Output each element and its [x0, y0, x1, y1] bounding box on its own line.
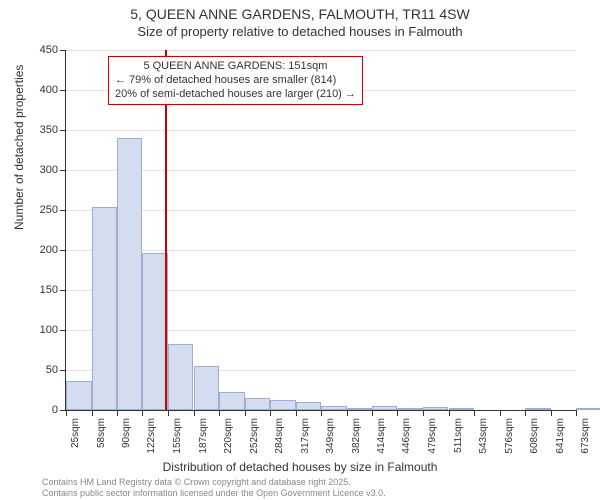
- grid-line: [66, 50, 576, 51]
- x-tick: [321, 410, 322, 416]
- histogram-bar: [117, 138, 142, 410]
- y-tick: [60, 90, 66, 91]
- y-tick: [60, 130, 66, 131]
- histogram-bar: [66, 381, 92, 410]
- x-tick-label: 511sqm: [453, 418, 464, 453]
- histogram-bar: [525, 408, 551, 410]
- y-tick: [60, 250, 66, 251]
- x-tick: [168, 410, 169, 416]
- x-tick-label: 317sqm: [300, 418, 311, 454]
- x-tick-label: 58sqm: [96, 418, 107, 448]
- x-tick-label: 122sqm: [146, 418, 157, 454]
- x-tick: [117, 410, 118, 416]
- y-tick-label: 300: [40, 164, 58, 176]
- y-tick-label: 400: [40, 84, 58, 96]
- y-tick: [60, 290, 66, 291]
- y-tick-label: 0: [52, 404, 58, 416]
- x-tick-label: 382sqm: [351, 418, 362, 454]
- x-tick-label: 252sqm: [249, 418, 260, 454]
- grid-line: [66, 210, 576, 211]
- x-tick: [66, 410, 67, 416]
- x-tick: [576, 410, 577, 416]
- footer-line-1: Contains HM Land Registry data © Crown c…: [42, 477, 386, 487]
- histogram-plot: 05010015020025030035040045025sqm58sqm90s…: [65, 50, 576, 411]
- x-tick-label: 25sqm: [70, 418, 81, 448]
- x-axis-label: Distribution of detached houses by size …: [0, 460, 600, 474]
- x-tick: [423, 410, 424, 416]
- x-tick-label: 446sqm: [401, 418, 412, 454]
- page-subtitle: Size of property relative to detached ho…: [0, 24, 600, 39]
- y-tick-label: 450: [40, 44, 58, 56]
- x-tick: [92, 410, 93, 416]
- histogram-bar: [423, 407, 448, 410]
- y-tick-label: 200: [40, 244, 58, 256]
- histogram-bar: [372, 406, 397, 410]
- grid-line: [66, 170, 576, 171]
- histogram-bar: [296, 402, 321, 410]
- x-tick: [397, 410, 398, 416]
- grid-line: [66, 130, 576, 131]
- annotation-line: ← 79% of detached houses are smaller (81…: [115, 74, 356, 88]
- histogram-bar: [92, 207, 117, 410]
- attribution-footer: Contains HM Land Registry data © Crown c…: [42, 477, 386, 498]
- y-tick-label: 250: [40, 204, 58, 216]
- histogram-bar: [219, 392, 244, 410]
- x-tick: [219, 410, 220, 416]
- x-tick: [372, 410, 373, 416]
- x-tick-label: 155sqm: [172, 418, 183, 454]
- y-tick: [60, 330, 66, 331]
- y-tick: [60, 370, 66, 371]
- x-tick-label: 641sqm: [555, 418, 566, 454]
- histogram-bar: [397, 408, 423, 410]
- x-tick: [449, 410, 450, 416]
- histogram-bar: [576, 408, 600, 410]
- x-tick-label: 90sqm: [121, 418, 132, 448]
- x-tick-label: 608sqm: [529, 418, 540, 454]
- grid-line: [66, 250, 576, 251]
- x-tick: [500, 410, 501, 416]
- x-tick-label: 414sqm: [376, 418, 387, 454]
- histogram-bar: [194, 366, 220, 410]
- x-tick: [245, 410, 246, 416]
- x-tick-label: 543sqm: [478, 418, 489, 454]
- histogram-bar: [245, 398, 270, 410]
- y-tick: [60, 50, 66, 51]
- histogram-bar: [449, 408, 474, 410]
- x-tick-label: 284sqm: [274, 418, 285, 454]
- histogram-bar: [168, 344, 193, 410]
- y-tick-label: 350: [40, 124, 58, 136]
- histogram-bar: [270, 400, 296, 410]
- x-tick-label: 673sqm: [580, 418, 591, 454]
- x-tick: [194, 410, 195, 416]
- y-tick-label: 150: [40, 284, 58, 296]
- histogram-bar: [321, 406, 347, 410]
- y-tick-label: 100: [40, 324, 58, 336]
- y-tick: [60, 170, 66, 171]
- x-tick: [525, 410, 526, 416]
- annotation-box: 5 QUEEN ANNE GARDENS: 151sqm← 79% of det…: [108, 56, 363, 105]
- x-tick-label: 576sqm: [504, 418, 515, 454]
- x-tick-label: 349sqm: [325, 418, 336, 454]
- y-axis-label: Number of detached properties: [12, 65, 26, 230]
- x-tick: [474, 410, 475, 416]
- footer-line-2: Contains public sector information licen…: [42, 488, 386, 498]
- x-tick: [296, 410, 297, 416]
- y-tick: [60, 210, 66, 211]
- x-tick: [270, 410, 271, 416]
- x-tick-label: 187sqm: [198, 418, 209, 454]
- x-tick: [142, 410, 143, 416]
- annotation-line: 5 QUEEN ANNE GARDENS: 151sqm: [115, 60, 356, 74]
- annotation-line: 20% of semi-detached houses are larger (…: [115, 88, 356, 102]
- x-tick-label: 479sqm: [427, 418, 438, 454]
- x-tick-label: 220sqm: [223, 418, 234, 454]
- histogram-bar: [347, 408, 372, 410]
- x-tick: [551, 410, 552, 416]
- y-tick-label: 50: [46, 364, 58, 376]
- x-tick: [347, 410, 348, 416]
- page-title: 5, QUEEN ANNE GARDENS, FALMOUTH, TR11 4S…: [0, 6, 600, 22]
